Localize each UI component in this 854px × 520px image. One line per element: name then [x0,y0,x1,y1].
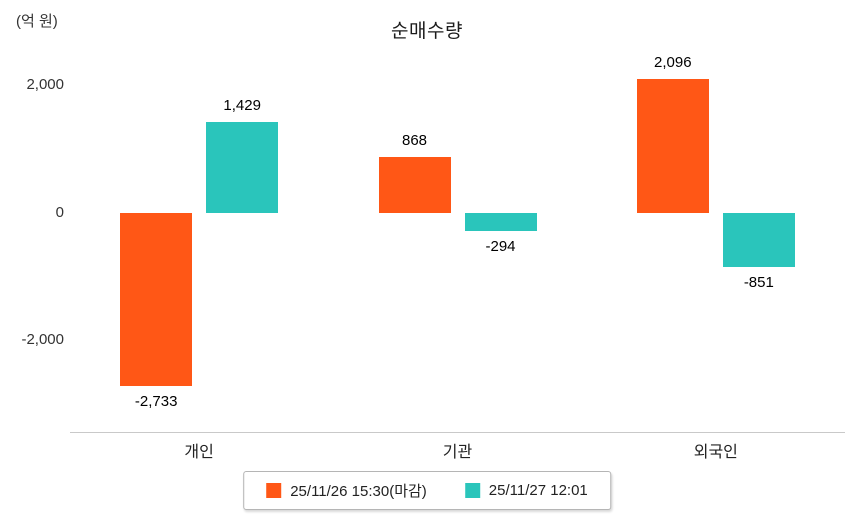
bar-value-label: 868 [401,132,428,150]
chart-title: 순매수량 [391,21,463,42]
chart-legend: 25/11/26 15:30(마감) 25/11/27 12:01 [243,471,611,510]
bar-series-0-cat-0 [120,212,193,387]
legend-item-1: 25/11/27 12:01 [464,482,588,499]
bar-value-label: -2,733 [134,393,178,411]
y-axis-tick-label: 0 [55,203,64,221]
bar-value-label: -294 [485,238,516,256]
legend-swatch-icon [464,483,480,498]
bar-series-1-cat-0 [206,121,279,213]
legend-label: 25/11/26 15:30(마감) [290,483,427,500]
x-axis-category-label: 외국인 [693,444,738,461]
y-axis-tick-label: 2,000 [26,76,64,94]
legend-swatch-icon [266,483,282,498]
y-axis-tick-label: -2,000 [21,330,64,348]
x-axis-category-label: 개인 [184,444,214,461]
bar-series-1-cat-2 [722,212,795,267]
bar-series-0-cat-2 [636,79,709,213]
legend-item-0: 25/11/26 15:30(마감) [266,480,427,501]
bar-series-1-cat-1 [464,212,537,232]
bar-series-0-cat-1 [378,157,451,213]
bar-value-label: -851 [743,273,774,291]
y-axis-unit-label: (억 원) [16,13,58,30]
legend-label: 25/11/27 12:01 [488,482,588,499]
x-axis-category-label: 기관 [442,444,473,461]
bar-value-label: 2,096 [654,54,692,72]
bar-value-label: 1,429 [223,96,261,114]
x-axis-line [70,432,845,433]
